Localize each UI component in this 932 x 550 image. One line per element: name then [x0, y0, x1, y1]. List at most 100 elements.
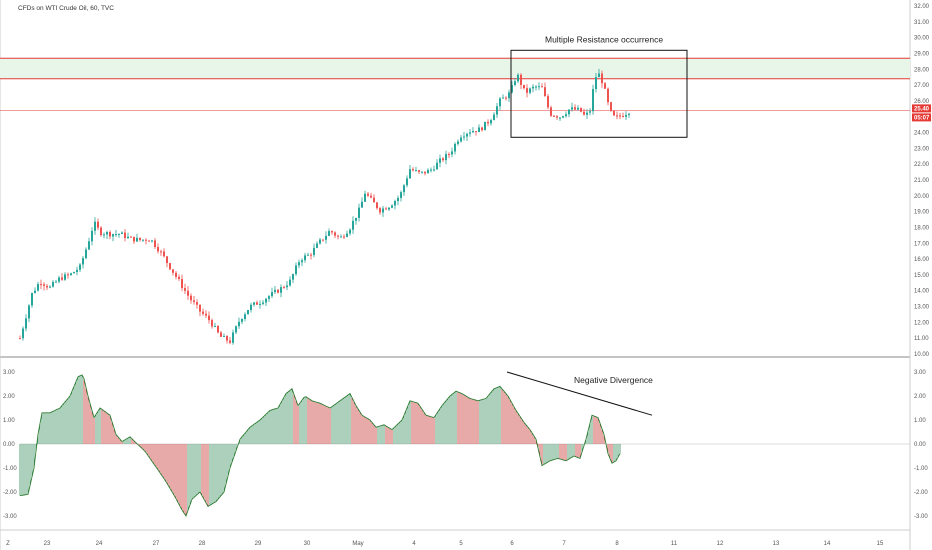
candle-body	[445, 154, 447, 161]
oscillator-tick-label-left: 2.00	[3, 394, 15, 400]
candle-body	[175, 272, 177, 277]
candle-body	[400, 192, 402, 198]
time-tick-label: 4	[412, 541, 416, 547]
candle-body	[496, 106, 498, 115]
candle-body	[286, 285, 288, 288]
candle-body	[34, 290, 36, 294]
candle-body	[430, 169, 432, 171]
candle-body	[79, 264, 81, 270]
time-tick-label: 7	[562, 541, 566, 547]
price-tick-label: 27.00	[914, 83, 930, 89]
candle-body	[532, 86, 534, 89]
oscillator-tick-label-left: 1.00	[3, 418, 15, 424]
oscillator-tick-label-left: -1.00	[3, 466, 17, 472]
candle-body	[466, 133, 468, 137]
candle-body	[289, 279, 291, 286]
candle-body	[553, 115, 555, 117]
candle-body	[190, 295, 192, 301]
candle-body	[355, 217, 357, 221]
candle-body	[136, 237, 138, 242]
candle-body	[340, 236, 342, 238]
candle-body	[154, 240, 156, 248]
candle-body	[268, 296, 270, 299]
candle-body	[247, 310, 249, 315]
candle-body	[85, 249, 87, 259]
candle-body	[163, 251, 165, 257]
candle-body	[454, 143, 456, 152]
candle-body	[220, 332, 222, 337]
candle-body	[325, 235, 327, 240]
candle-body	[277, 289, 279, 293]
price-tag-bg	[912, 104, 931, 113]
candle-body	[409, 169, 411, 179]
candle-body	[349, 229, 351, 234]
candle-body	[94, 221, 96, 231]
price-tag-timer: 05:07	[914, 115, 930, 121]
candle-body	[142, 239, 144, 241]
candle-body	[19, 338, 21, 340]
oscillator-tick-label-right: 3.00	[914, 370, 926, 376]
candle-body	[97, 221, 99, 228]
price-tick-label: 28.00	[914, 67, 930, 73]
candle-body	[73, 272, 75, 274]
candle-body	[238, 321, 240, 327]
candle-body	[274, 289, 276, 293]
price-tick-label: 11.00	[914, 336, 929, 342]
candle-body	[583, 111, 585, 115]
candle-body	[418, 170, 420, 172]
candle-body	[91, 230, 93, 242]
candle-body	[595, 77, 597, 90]
candle-body	[571, 107, 573, 110]
resistance-annotation-text: Multiple Resistance occurrence	[545, 34, 663, 44]
price-tick-label: 18.00	[914, 225, 930, 231]
candle-body	[295, 265, 297, 275]
candle-body	[511, 84, 513, 93]
candle-body	[514, 81, 516, 85]
candle-body	[535, 86, 537, 88]
candle-body	[448, 154, 450, 156]
candle-body	[157, 247, 159, 252]
time-tick-label: 29	[255, 541, 262, 547]
candle-body	[139, 237, 141, 241]
price-tick-label: 19.00	[914, 210, 930, 216]
candle-body	[253, 302, 255, 305]
candle-body	[46, 285, 48, 288]
candle-body	[193, 300, 195, 303]
candle-body	[625, 114, 627, 117]
price-tag-bg	[912, 113, 931, 122]
candle-body	[310, 254, 312, 256]
candle-body	[385, 208, 387, 210]
candle-body	[424, 171, 426, 174]
candle-body	[586, 112, 588, 115]
candle-body	[211, 320, 213, 327]
candle-body	[520, 74, 522, 85]
candle-body	[223, 335, 225, 337]
price-tick-label: 21.00	[914, 178, 930, 184]
candle-body	[28, 305, 30, 319]
price-axis: 10.00 11.00 12.00 13.00 14.00 15.00 16.00 17.00…	[914, 4, 930, 358]
candle-body	[343, 236, 345, 238]
candle-body	[334, 232, 336, 236]
candle-body	[64, 274, 66, 280]
oscillator-tick-label-right: -2.00	[914, 490, 928, 496]
candle-body	[208, 315, 210, 321]
candle-body	[538, 86, 540, 88]
time-tick-label: May	[352, 541, 363, 547]
time-tick-label: 8	[615, 541, 619, 547]
price-tick-label: 24.00	[914, 131, 930, 137]
candle-body	[283, 287, 285, 289]
candle-body	[433, 169, 435, 171]
candle-body	[124, 232, 126, 239]
candle-body	[505, 97, 507, 99]
candle-body	[451, 151, 453, 155]
candle-body	[160, 251, 162, 253]
candle-body	[442, 158, 444, 161]
candle-body	[196, 302, 198, 305]
candle-body	[316, 243, 318, 248]
candle-body	[472, 131, 474, 133]
candle-body	[76, 269, 78, 273]
candle-body	[481, 127, 483, 131]
price-tick-label: 26.00	[914, 99, 930, 105]
candle-body	[370, 195, 372, 198]
